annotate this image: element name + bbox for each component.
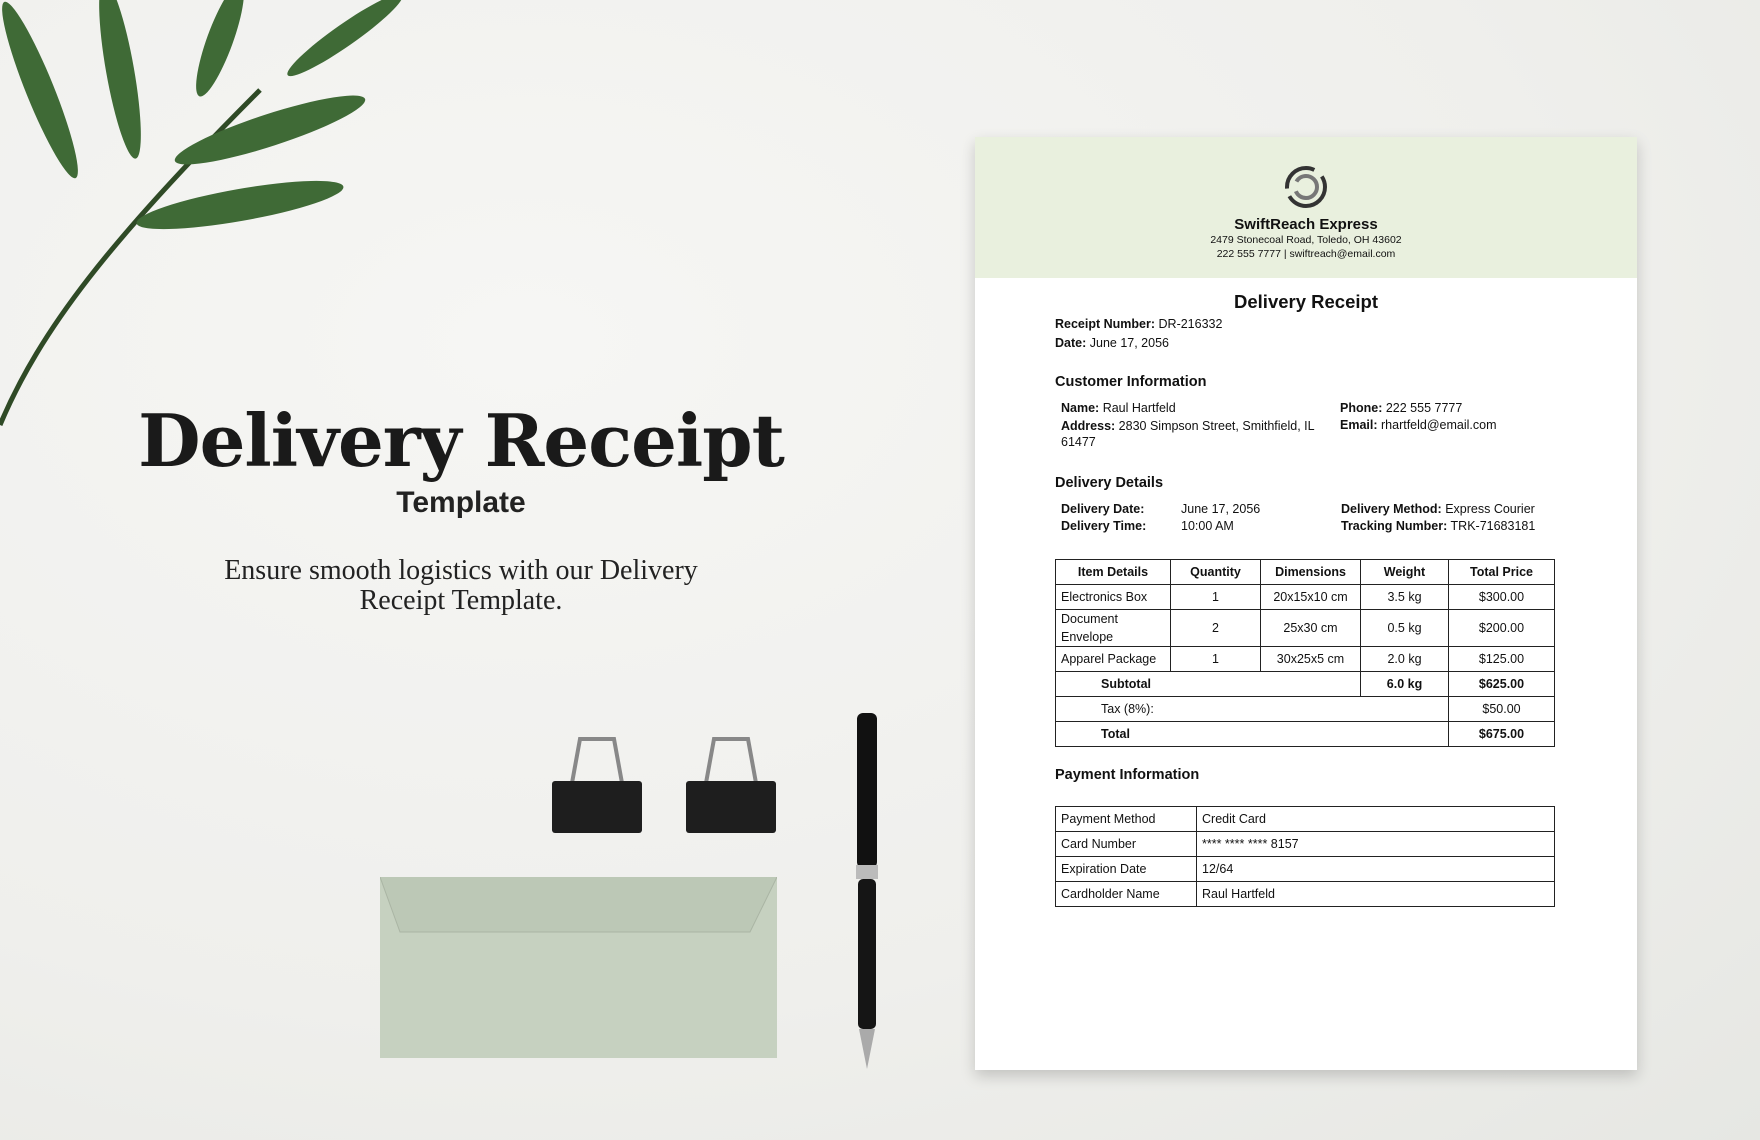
- pen-decoration: [856, 713, 878, 1069]
- delivery-heading: Delivery Details: [1055, 475, 1164, 491]
- table-row: Document Envelope 2 25x30 cm 0.5 kg $200.00: [1055, 609, 1555, 647]
- hero-title: Delivery Receipt: [138, 398, 785, 483]
- payment-table: Payment Method Credit Card Card Number ***…: [1055, 806, 1555, 907]
- company-address: 2479 Stonecoal Road, Toledo, OH 43602: [1210, 234, 1402, 246]
- table-row: Apparel Package 1 30x25x5 cm 2.0 kg $125.00: [1055, 646, 1555, 672]
- binder-clip-decoration: [686, 737, 776, 833]
- table-row: Electronics Box 1 20x15x10 cm 3.5 kg $300.00: [1055, 584, 1555, 610]
- company-logo-icon: [1285, 166, 1327, 208]
- delivery-method: Delivery Method: Express Courier: [1341, 502, 1535, 516]
- plant-branch-decoration: [0, 0, 403, 426]
- delivery-time: 10:00 AM: [1181, 519, 1234, 533]
- delivery-date: June 17, 2056: [1181, 502, 1261, 516]
- customer-address: Address: 2830 Simpson Street, Smithfield…: [1061, 419, 1315, 449]
- subtotal-row: Subtotal 6.0 kg $625.00: [1055, 671, 1555, 697]
- customer-heading: Customer Information: [1055, 374, 1207, 390]
- delivery-receipt-document: SwiftReach Express 2479 Stonecoal Road, …: [975, 137, 1637, 1070]
- hero-tagline: Ensure smooth logistics with our Deliver…: [224, 555, 698, 616]
- company-name: SwiftReach Express: [1234, 216, 1378, 233]
- hero-subtitle: Template: [396, 486, 526, 519]
- delivery-date-label: Delivery Date:: [1061, 502, 1145, 516]
- table-header-row: Item Details Quantity Dimensions Weight …: [1055, 559, 1555, 585]
- company-contact: 222 555 7777 | swiftreach@email.com: [1216, 248, 1396, 260]
- receipt-date: Date: June 17, 2056: [1055, 336, 1169, 350]
- payment-heading: Payment Information: [1055, 767, 1200, 783]
- customer-phone: Phone: 222 555 7777: [1340, 401, 1463, 415]
- customer-name: Name: Raul Hartfeld: [1061, 401, 1176, 415]
- tracking-number: Tracking Number: TRK-71683181: [1341, 519, 1536, 533]
- table-row: Cardholder Name Raul Hartfeld: [1055, 881, 1555, 907]
- table-row: Card Number **** **** **** 8157: [1055, 831, 1555, 857]
- receipt-number: Receipt Number: DR-216332: [1055, 317, 1223, 331]
- total-row: Total $675.00: [1055, 721, 1555, 747]
- tax-row: Tax (8%): $50.00: [1055, 696, 1555, 722]
- table-row: Payment Method Credit Card: [1055, 806, 1555, 832]
- receipt-title: Delivery Receipt: [1234, 291, 1378, 312]
- customer-email: Email: rhartfeld@email.com: [1340, 418, 1497, 432]
- table-row: Expiration Date 12/64: [1055, 856, 1555, 882]
- items-table: Item Details Quantity Dimensions Weight …: [1055, 559, 1555, 747]
- binder-clip-decoration: [552, 737, 642, 833]
- envelope-decoration: [380, 877, 777, 1058]
- delivery-time-label: Delivery Time:: [1061, 519, 1147, 533]
